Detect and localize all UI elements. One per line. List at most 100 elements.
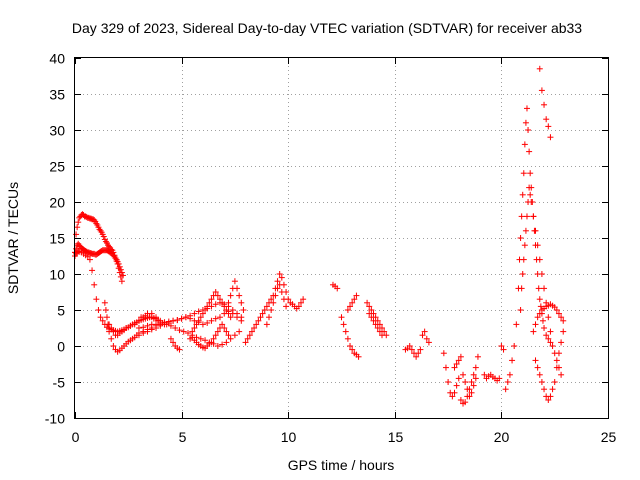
y-tick-label: -10 [45, 411, 65, 427]
data-point [549, 386, 556, 393]
data-point [470, 371, 477, 378]
data-point [214, 328, 221, 335]
data-point [202, 337, 209, 344]
data-point [509, 357, 516, 364]
data-point [248, 328, 255, 335]
data-point [547, 339, 554, 346]
data-point [251, 325, 258, 331]
data-point [513, 321, 520, 328]
data-point [295, 303, 302, 310]
data-point [272, 292, 279, 299]
data-point [523, 105, 530, 112]
data-point [525, 127, 532, 133]
data-point [425, 339, 432, 346]
data-point [297, 299, 304, 306]
data-point [519, 191, 526, 198]
data-point [526, 148, 533, 155]
data-point [349, 299, 356, 306]
data-point [545, 123, 552, 130]
data-point [225, 310, 232, 317]
data-point [238, 317, 245, 324]
data-point [366, 303, 373, 310]
axis-ticks: 0 5 10 15 20 25 -10 -5 0 5 10 15 20 25 30 35 40 [45, 51, 617, 446]
data-point [535, 285, 542, 292]
y-tick-label: 0 [57, 339, 65, 355]
data-point [368, 307, 375, 313]
data-point [518, 213, 525, 220]
data-point [99, 317, 106, 324]
data-point [457, 397, 464, 403]
data-point [142, 312, 149, 319]
data-point [368, 314, 375, 321]
data-point [498, 343, 505, 349]
data-point [558, 339, 565, 346]
data-point [170, 339, 177, 346]
data-point [176, 327, 183, 334]
data-point [223, 339, 230, 346]
data-point [199, 321, 206, 328]
data-point [449, 393, 456, 400]
data-point [227, 292, 234, 299]
data-point [406, 343, 413, 349]
data-point [106, 321, 113, 328]
data-point [455, 357, 462, 364]
data-point [370, 317, 377, 324]
data-point [127, 322, 134, 329]
data-point [117, 266, 124, 273]
data-point [274, 278, 281, 285]
data-point [517, 235, 524, 241]
data-point [93, 220, 100, 227]
data-point [110, 343, 117, 349]
data-point [135, 332, 142, 339]
data-point [172, 325, 179, 331]
data-point [148, 326, 155, 333]
data-point [112, 255, 119, 262]
y-tick-label: 40 [49, 51, 65, 67]
data-point [257, 314, 264, 321]
data-point [537, 303, 544, 310]
data-point [261, 307, 268, 313]
data-point [223, 328, 230, 335]
x-tick-label: 20 [494, 429, 510, 445]
data-point [470, 382, 477, 389]
data-point [553, 307, 560, 313]
data-point [364, 299, 371, 306]
data-point [140, 324, 147, 331]
data-point [549, 343, 556, 349]
x-tick-label: 10 [281, 429, 297, 445]
data-point [278, 274, 285, 281]
data-point [527, 170, 534, 177]
data-point [506, 371, 513, 378]
data-point [118, 278, 125, 285]
data-point [101, 299, 108, 306]
data-point [270, 299, 277, 306]
data-point [234, 314, 241, 321]
data-point [97, 227, 104, 234]
data-point [545, 397, 552, 403]
data-point [276, 271, 283, 277]
data-point [519, 271, 526, 277]
data-point [338, 314, 345, 321]
data-point [268, 296, 275, 303]
data-point [212, 301, 219, 308]
data-point [178, 315, 185, 322]
data-point [135, 317, 142, 324]
data-point [155, 317, 162, 324]
data-point [195, 317, 202, 324]
data-point [353, 292, 360, 299]
data-point [208, 317, 215, 324]
data-point [231, 278, 238, 285]
data-point [500, 346, 507, 353]
data-point [543, 116, 550, 123]
chart-title: Day 329 of 2023, Sidereal Day-to-day VTE… [72, 20, 582, 36]
data-point [468, 379, 475, 385]
y-tick-label: 35 [49, 87, 65, 103]
data-point [518, 285, 525, 292]
y-tick-label: 10 [49, 267, 65, 283]
data-point [148, 310, 155, 317]
data-point [89, 267, 96, 274]
data-point [366, 310, 373, 317]
data-point [219, 299, 226, 306]
data-point [545, 314, 552, 321]
